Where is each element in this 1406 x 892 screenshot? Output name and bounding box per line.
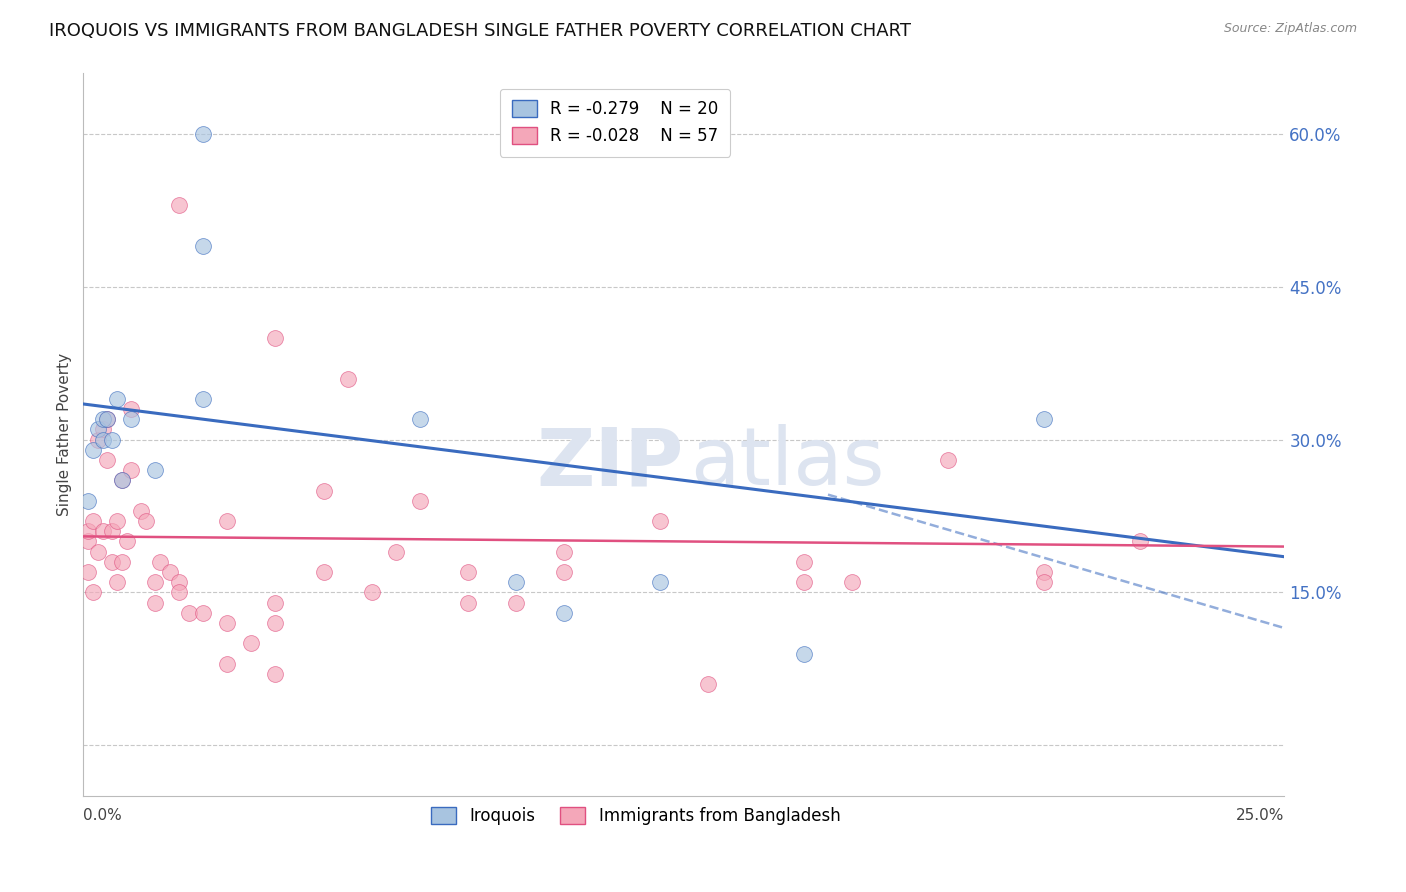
Point	[169, 575, 191, 590]
Point	[129, 504, 152, 518]
Text: atlas: atlas	[690, 425, 884, 502]
Point	[696, 677, 718, 691]
Point	[193, 239, 215, 253]
Point	[86, 422, 108, 436]
Text: 0.0%: 0.0%	[83, 808, 122, 823]
Point	[77, 493, 100, 508]
Point	[360, 585, 382, 599]
Point	[91, 422, 114, 436]
Point	[120, 402, 142, 417]
Point	[312, 565, 335, 579]
Point	[105, 575, 128, 590]
Point	[264, 331, 287, 345]
Point	[135, 514, 157, 528]
Point	[82, 442, 104, 457]
Point	[457, 596, 479, 610]
Point	[149, 555, 172, 569]
Point	[77, 524, 100, 539]
Legend: Iroquois, Immigrants from Bangladesh: Iroquois, Immigrants from Bangladesh	[422, 797, 851, 835]
Point	[648, 575, 671, 590]
Point	[408, 412, 430, 426]
Point	[793, 647, 815, 661]
Point	[240, 636, 263, 650]
Point	[193, 392, 215, 406]
Point	[264, 596, 287, 610]
Point	[96, 453, 118, 467]
Point	[193, 127, 215, 141]
Point	[505, 575, 527, 590]
Point	[264, 615, 287, 630]
Point	[96, 412, 118, 426]
Point	[120, 412, 142, 426]
Point	[505, 596, 527, 610]
Point	[217, 615, 239, 630]
Point	[312, 483, 335, 498]
Point	[1033, 565, 1056, 579]
Point	[91, 433, 114, 447]
Point	[793, 575, 815, 590]
Point	[111, 474, 134, 488]
Point	[1033, 575, 1056, 590]
Point	[143, 575, 166, 590]
Point	[120, 463, 142, 477]
Point	[169, 585, 191, 599]
Point	[86, 544, 108, 558]
Point	[217, 514, 239, 528]
Point	[457, 565, 479, 579]
Text: 25.0%: 25.0%	[1236, 808, 1285, 823]
Point	[86, 433, 108, 447]
Point	[101, 524, 124, 539]
Point	[101, 433, 124, 447]
Point	[82, 514, 104, 528]
Point	[408, 493, 430, 508]
Point	[82, 585, 104, 599]
Point	[111, 555, 134, 569]
Text: ZIP: ZIP	[537, 425, 683, 502]
Point	[159, 565, 181, 579]
Text: IROQUOIS VS IMMIGRANTS FROM BANGLADESH SINGLE FATHER POVERTY CORRELATION CHART: IROQUOIS VS IMMIGRANTS FROM BANGLADESH S…	[49, 22, 911, 40]
Point	[1033, 412, 1056, 426]
Point	[111, 474, 134, 488]
Y-axis label: Single Father Poverty: Single Father Poverty	[58, 353, 72, 516]
Point	[105, 514, 128, 528]
Point	[96, 412, 118, 426]
Point	[217, 657, 239, 671]
Point	[1129, 534, 1152, 549]
Point	[77, 565, 100, 579]
Point	[553, 606, 575, 620]
Point	[553, 544, 575, 558]
Point	[177, 606, 200, 620]
Point	[143, 596, 166, 610]
Point	[169, 198, 191, 212]
Point	[793, 555, 815, 569]
Point	[101, 555, 124, 569]
Point	[91, 412, 114, 426]
Point	[115, 534, 138, 549]
Point	[553, 565, 575, 579]
Point	[384, 544, 406, 558]
Point	[77, 534, 100, 549]
Point	[105, 392, 128, 406]
Point	[336, 371, 359, 385]
Point	[841, 575, 863, 590]
Point	[143, 463, 166, 477]
Point	[936, 453, 959, 467]
Text: Source: ZipAtlas.com: Source: ZipAtlas.com	[1223, 22, 1357, 36]
Point	[648, 514, 671, 528]
Point	[91, 524, 114, 539]
Point	[193, 606, 215, 620]
Point	[264, 666, 287, 681]
